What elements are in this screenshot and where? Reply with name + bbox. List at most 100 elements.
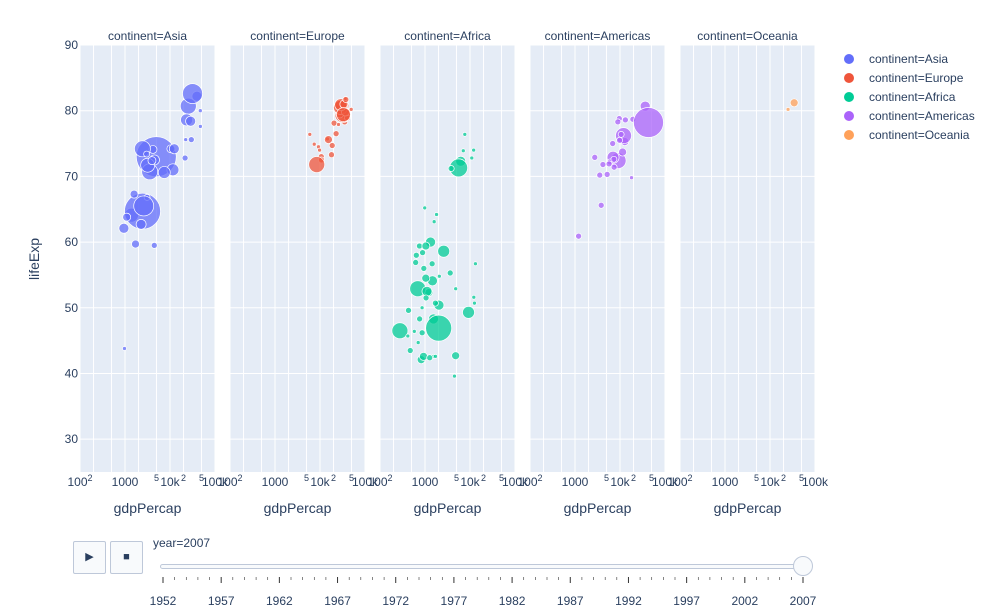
x-tick-label: 5 (304, 473, 309, 483)
legend-label: continent=Europe (869, 71, 964, 85)
x-tick-label: 100k (652, 475, 679, 489)
data-point (421, 241, 431, 251)
slider-track[interactable] (160, 564, 806, 569)
legend-marker (844, 111, 854, 121)
data-point (472, 300, 477, 306)
legend-label: continent=Oceania (869, 128, 970, 142)
data-point (129, 189, 139, 199)
data-point (453, 286, 459, 292)
x-axis-title: gdpPercap (114, 500, 182, 516)
y-tick-label: 50 (65, 301, 79, 315)
data-point (432, 299, 439, 307)
data-point (336, 107, 351, 122)
data-point (422, 294, 430, 302)
data-point (617, 130, 625, 138)
x-tick-label: 1002 (217, 473, 242, 489)
y-tick-label: 90 (65, 38, 79, 52)
data-point (629, 175, 634, 181)
y-tick-label: 70 (65, 169, 79, 183)
x-tick-label: 1000 (712, 475, 739, 489)
stop-button[interactable]: ■ (110, 541, 143, 574)
slider-step-label: 2002 (731, 594, 758, 608)
data-point (610, 163, 618, 171)
data-point (575, 232, 582, 240)
data-point (150, 242, 158, 249)
facet-title: continent=Europe (250, 29, 345, 43)
data-point (597, 201, 605, 209)
data-point (197, 108, 203, 114)
data-point (181, 154, 189, 162)
data-point (603, 171, 611, 178)
y-tick-label: 30 (65, 432, 79, 446)
data-point (419, 352, 428, 361)
x-tick-label: 5 (154, 473, 159, 483)
x-tick-label: 5 (349, 473, 354, 483)
x-tick-label: 1002 (367, 473, 392, 489)
data-point (633, 107, 664, 138)
x-tick-label: 100k (202, 475, 229, 489)
data-point (147, 156, 157, 165)
play-icon: ▶ (85, 551, 94, 563)
facet-title: continent=Africa (404, 29, 491, 43)
legend-marker (844, 73, 854, 83)
data-point (610, 155, 618, 163)
data-point (462, 131, 468, 137)
data-point (462, 306, 475, 319)
data-point (185, 115, 196, 127)
x-tick-label: 1000 (412, 475, 439, 489)
x-tick-label: 5 (454, 473, 459, 483)
x-tick-label: 5 (799, 473, 804, 483)
data-point (419, 305, 425, 311)
data-point (419, 249, 426, 256)
x-tick-label: 1002 (517, 473, 542, 489)
data-point (415, 340, 421, 345)
x-tick-label: 5 (604, 473, 609, 483)
legend-marker (844, 92, 854, 102)
data-point (473, 261, 478, 267)
data-point (789, 98, 799, 108)
data-point (411, 329, 417, 334)
data-point (391, 322, 409, 340)
data-point (471, 147, 477, 153)
x-tick-label: 10k (760, 475, 780, 489)
y-tick-label: 60 (65, 235, 79, 249)
x-tick-label: 5 (199, 473, 204, 483)
x-tick-label: 1000 (562, 475, 589, 489)
data-point (336, 122, 341, 127)
data-point (422, 205, 428, 211)
slider-step-label: 1952 (150, 594, 177, 608)
data-point (328, 151, 335, 159)
play-button[interactable]: ▶ (73, 541, 106, 574)
data-point (437, 244, 451, 258)
slider-step-label: 1957 (208, 594, 235, 608)
data-point (131, 239, 140, 249)
x-axis-title: gdpPercap (564, 500, 632, 516)
data-point (469, 155, 475, 161)
data-point (308, 156, 326, 173)
data-point (406, 347, 414, 354)
x-tick-label: 10k (310, 475, 330, 489)
data-point (198, 124, 203, 129)
x-axis-title: gdpPercap (264, 500, 332, 516)
data-point (447, 165, 455, 172)
legend-label: continent=Americas (869, 109, 975, 123)
slider-current-label: year=2007 (153, 536, 211, 550)
slider-step-label: 1977 (441, 594, 468, 608)
data-point (618, 147, 627, 157)
data-point (599, 161, 607, 168)
facet-title: continent=Americas (545, 29, 651, 43)
slider-step-label: 1967 (324, 594, 351, 608)
data-point (785, 107, 791, 112)
data-point (428, 260, 436, 268)
x-tick-label: 5 (754, 473, 759, 483)
x-tick-label: 2 (331, 473, 336, 483)
y-tick-label: 80 (65, 104, 79, 118)
data-point (451, 351, 460, 361)
data-point (135, 218, 147, 230)
x-axis-title: gdpPercap (414, 500, 482, 516)
data-point (616, 136, 623, 144)
legend-label: continent=Asia (869, 52, 948, 66)
slider-handle[interactable] (793, 556, 813, 576)
slider-step-label: 1987 (557, 594, 584, 608)
legend-label: continent=Africa (869, 90, 956, 104)
